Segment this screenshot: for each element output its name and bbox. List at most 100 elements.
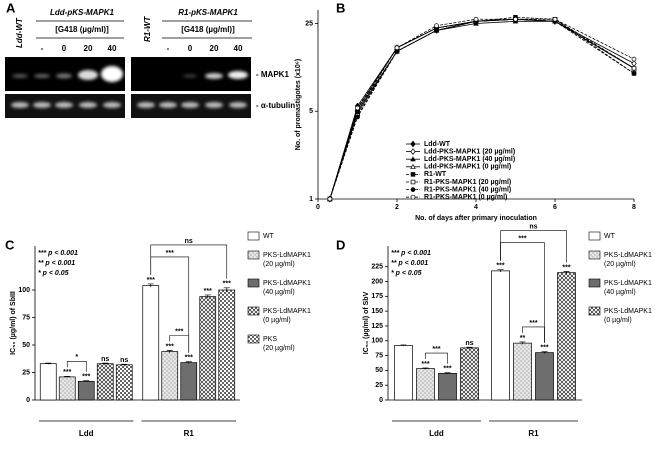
- bar: [218, 289, 236, 401]
- x-axis-label: No. of days after primary inoculation: [415, 215, 537, 222]
- panel-label: D: [336, 237, 345, 252]
- category-label: Ldd: [79, 429, 94, 438]
- marker: [410, 163, 416, 169]
- significance-bracket: [169, 335, 190, 353]
- legend-label: PKS-LdMAPK1 (0 µg/ml): [263, 308, 313, 324]
- error-bar: [466, 346, 473, 349]
- significance-label: ***: [562, 264, 570, 271]
- significance-bracket: [500, 230, 567, 263]
- significance-label: ***: [496, 263, 504, 270]
- x-tick-label: 6: [553, 204, 557, 211]
- marker: [434, 28, 439, 33]
- lane-label: 20: [84, 44, 93, 53]
- marker: [410, 156, 416, 162]
- bar: [460, 347, 479, 401]
- error-bar: [102, 362, 109, 365]
- lane-label: -: [167, 44, 170, 53]
- error-bar: [444, 372, 451, 374]
- y-tick-label: 50: [375, 367, 383, 374]
- significance-label: ***: [82, 374, 90, 381]
- y-tick-label: 5: [309, 108, 313, 115]
- panel-chart: D 0 25 50 75 100 125 150 175 200 225 IC₅₀ (µg/ml) o…: [336, 224, 654, 439]
- y-tick-label: 75: [375, 352, 383, 359]
- significance-label: ***: [166, 343, 174, 350]
- y-tick-label: 200: [371, 278, 383, 285]
- bracket-label: ns: [185, 238, 193, 245]
- bar: [39, 363, 57, 401]
- series-line: [329, 18, 635, 200]
- legend-label: Ldd-PKS-MAPK1 (40 µg/ml): [424, 156, 515, 163]
- series-line: [329, 18, 635, 200]
- y-tick-label: 100: [18, 287, 30, 294]
- condition-label: [G418 (µg/ml)]: [55, 25, 109, 34]
- condition-label: [G418 (µg/ml)]: [181, 25, 235, 34]
- marker: [355, 105, 360, 111]
- legend-swatch: [247, 231, 260, 241]
- marker: [631, 65, 637, 71]
- significance-label: ***: [443, 366, 451, 373]
- category-label: R1: [528, 429, 539, 438]
- y-tick-label: 225: [371, 264, 383, 271]
- legend-label: R1-PKS-MAPK1 (20 µg/ml): [424, 179, 511, 186]
- legend-swatch: [247, 250, 260, 260]
- lane-label: 0: [62, 44, 67, 53]
- lane-label: 40: [234, 44, 243, 53]
- construct-label: Ldd-pKS-MAPK1: [50, 8, 115, 17]
- y-tick-label: 125: [371, 323, 383, 330]
- bar: [491, 270, 510, 401]
- marker: [631, 56, 637, 62]
- legend-label: PKS (20 µg/ml): [263, 336, 295, 352]
- legend-label: PKS-LdMAPK1 (40 µg/ml): [263, 280, 313, 296]
- error-bar: [185, 361, 192, 364]
- bar: [199, 296, 217, 401]
- bracket-label: ***: [518, 236, 526, 243]
- significance-label: ***: [185, 355, 193, 362]
- significance-bracket: [522, 326, 545, 343]
- significance-label: ***: [421, 361, 429, 368]
- error-bar: [121, 363, 128, 366]
- error-bar: [400, 344, 407, 347]
- bracket-label: ns: [529, 224, 537, 231]
- bar: [438, 372, 457, 401]
- p-value-note: ** p < 0.001: [38, 260, 75, 267]
- y-axis-label: No. of promastigotes (x10⁶): [295, 59, 302, 151]
- significance-label: ns: [101, 356, 109, 363]
- legend-swatch: [588, 231, 601, 241]
- marker: [410, 172, 416, 177]
- bracket-label: ***: [166, 250, 174, 257]
- lane-label: 20: [210, 44, 219, 53]
- strain-label: Ldd-WT: [15, 17, 24, 48]
- bar: [416, 368, 435, 401]
- p-value-note: * p < 0.05: [38, 270, 69, 277]
- y-tick-label: 0: [379, 397, 383, 404]
- panel-a: A Ldd-WT Ldd-pKS-MAPK1 [G418 (µg/ml)] - …: [5, 0, 295, 118]
- error-bar: [83, 380, 90, 382]
- legend-swatch: [247, 334, 260, 344]
- error-bar: [45, 362, 52, 365]
- legend-label: WT: [604, 233, 616, 240]
- panel-label: B: [336, 0, 345, 15]
- significance-bracket: [425, 352, 448, 364]
- legend-label: R1-PKS-MAPK1 (0 µg/ml): [424, 194, 507, 201]
- series-line: [329, 18, 635, 200]
- bar: [557, 272, 576, 401]
- y-tick-label: 50: [22, 342, 30, 349]
- construct-label: R1-pKS-MAPK1: [178, 8, 238, 17]
- y-tick-label: 25: [22, 369, 30, 376]
- p-value-note: ** p < 0.001: [391, 260, 428, 267]
- y-tick-label: 1: [309, 196, 313, 203]
- significance-bracket: [150, 256, 190, 353]
- error-bar: [541, 351, 548, 354]
- legend-label: R1-WT: [424, 171, 447, 178]
- error-bar: [223, 287, 230, 293]
- bracket-label: ***: [432, 346, 440, 353]
- p-value-note: *** p < 0.001: [391, 250, 431, 257]
- legend-label: Ldd-WT: [424, 141, 451, 148]
- x-tick-label: 8: [632, 204, 636, 211]
- series-line: [329, 18, 635, 200]
- y-tick-label: 150: [371, 308, 383, 315]
- legend-swatch: [247, 278, 260, 288]
- significance-label: ***: [223, 281, 231, 288]
- significance-bracket: [66, 361, 87, 372]
